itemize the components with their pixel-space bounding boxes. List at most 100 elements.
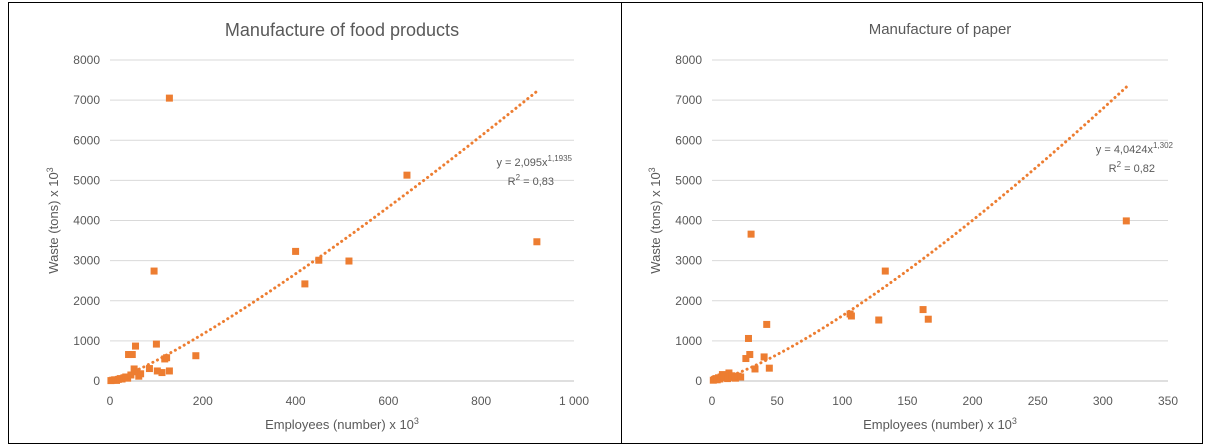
- x-tick-label: 350: [1158, 394, 1178, 408]
- data-point: [533, 238, 541, 246]
- x-tick-label: 200: [963, 394, 983, 408]
- x-tick-label: 100: [832, 394, 852, 408]
- data-point: [881, 267, 889, 275]
- data-point: [919, 306, 927, 314]
- y-tick-label: 3000: [73, 254, 100, 268]
- trendline-equation-exponent: 1,302: [1153, 141, 1174, 150]
- x-tick-label: 200: [193, 394, 213, 408]
- x-tick-label: 0: [709, 394, 716, 408]
- y-tick-label: 7000: [73, 93, 100, 107]
- x-tick-label: 1 000: [559, 394, 589, 408]
- figure-frame: [8, 2, 1203, 444]
- trendline-equation-exponent: 1,1935: [548, 154, 573, 163]
- x-tick-label: 600: [378, 394, 398, 408]
- y-tick-label: 8000: [73, 53, 100, 67]
- data-point: [345, 257, 353, 265]
- y-axis-title-sup: 3: [647, 167, 657, 172]
- data-point: [751, 365, 759, 373]
- data-point: [292, 247, 300, 255]
- chart-panel-food: Manufacture of food products 0 1000 2000 300…: [14, 8, 614, 443]
- data-point: [737, 373, 745, 381]
- r2-sup: 2: [1117, 160, 1122, 169]
- trendline-r2: R2 = 0,82: [1109, 160, 1155, 175]
- y-tick-label: 1000: [73, 334, 100, 348]
- x-tick-label: 250: [1028, 394, 1048, 408]
- x-axis-title: Employees (number) x 103: [265, 416, 419, 432]
- data-point: [924, 315, 932, 323]
- trendline: [109, 89, 539, 383]
- y-axis-title-text: Waste (tons) x 10: [46, 172, 61, 273]
- y-axis-title-text: Waste (tons) x 10: [648, 172, 663, 273]
- y-tick-label: 2000: [675, 294, 702, 308]
- x-axis-title-sup: 3: [414, 416, 419, 426]
- data-point: [1122, 217, 1130, 225]
- data-point: [165, 94, 173, 102]
- x-tick-label: 150: [897, 394, 917, 408]
- data-point: [744, 334, 752, 342]
- x-axis-title: Employees (number) x 103: [863, 416, 1017, 432]
- y-tick-label: 8000: [675, 53, 702, 67]
- r2-value: = 0,83: [520, 176, 554, 188]
- data-point: [847, 312, 855, 320]
- trendline-r2: R2 = 0,83: [508, 173, 554, 188]
- y-tick-label: 0: [695, 374, 702, 388]
- data-point: [760, 353, 768, 361]
- chart-title: Manufacture of food products: [225, 20, 459, 40]
- data-point: [133, 368, 141, 376]
- x-tick-label: 300: [1093, 394, 1113, 408]
- data-point: [165, 367, 173, 375]
- trendline-equation: y = 2,095x1,1935: [496, 154, 572, 169]
- data-point: [150, 267, 158, 275]
- y-tick-label: 5000: [675, 173, 702, 187]
- data-point: [132, 342, 140, 350]
- data-point: [192, 352, 200, 360]
- y-tick-label: 3000: [675, 254, 702, 268]
- y-tick-label: 0: [93, 374, 100, 388]
- data-point: [125, 351, 133, 359]
- y-axis-title: Waste (tons) x 103: [647, 167, 663, 273]
- x-tick-label: 400: [286, 394, 306, 408]
- data-point: [152, 340, 160, 348]
- y-tick-label: 5000: [73, 173, 100, 187]
- data-point: [163, 354, 171, 362]
- y-tick-label: 2000: [73, 294, 100, 308]
- data-point: [875, 316, 883, 324]
- data-point: [137, 370, 145, 378]
- x-tick-label: 50: [770, 394, 784, 408]
- trendline-equation-text: y = 4,0424x: [1096, 144, 1154, 156]
- chart-paper: Manufacture of paper01000200030004000500…: [647, 21, 1178, 432]
- trendline-equation-text: y = 2,095x: [496, 157, 548, 169]
- trendline: [711, 83, 1131, 383]
- y-tick-label: 4000: [73, 214, 100, 228]
- y-tick-label: 6000: [73, 133, 100, 147]
- data-point: [158, 369, 166, 377]
- data-point: [763, 320, 771, 328]
- data-point: [765, 364, 773, 372]
- chart-food-products: Manufacture of food products010002000300…: [45, 20, 589, 432]
- data-point: [742, 355, 750, 363]
- data-point: [145, 365, 153, 373]
- x-tick-label: 800: [471, 394, 491, 408]
- r2-value: = 0,82: [1121, 163, 1155, 175]
- chart-panel-paper: Manufacture of paper 0 1000 2000 3000 4000 500…: [628, 8, 1198, 443]
- y-tick-label: 7000: [675, 93, 702, 107]
- x-axis-title-text: Employees (number) x 10: [265, 417, 414, 432]
- r2-label: R: [508, 176, 516, 188]
- y-axis-title-sup: 3: [45, 167, 55, 172]
- panel-divider: [621, 2, 622, 444]
- data-point: [153, 367, 161, 375]
- data-point: [127, 371, 135, 379]
- data-point: [746, 351, 754, 359]
- y-axis-title: Waste (tons) x 103: [45, 167, 61, 273]
- y-tick-label: 6000: [675, 133, 702, 147]
- chart-title: Manufacture of paper: [869, 21, 1012, 38]
- r2-label: R: [1109, 163, 1117, 175]
- x-axis-title-sup: 3: [1012, 416, 1017, 426]
- data-point: [128, 351, 136, 359]
- y-tick-label: 1000: [675, 334, 702, 348]
- x-axis-title-text: Employees (number) x 10: [863, 417, 1012, 432]
- data-point: [315, 256, 323, 264]
- x-tick-label: 0: [107, 394, 114, 408]
- data-point: [747, 230, 755, 238]
- data-point: [301, 280, 309, 288]
